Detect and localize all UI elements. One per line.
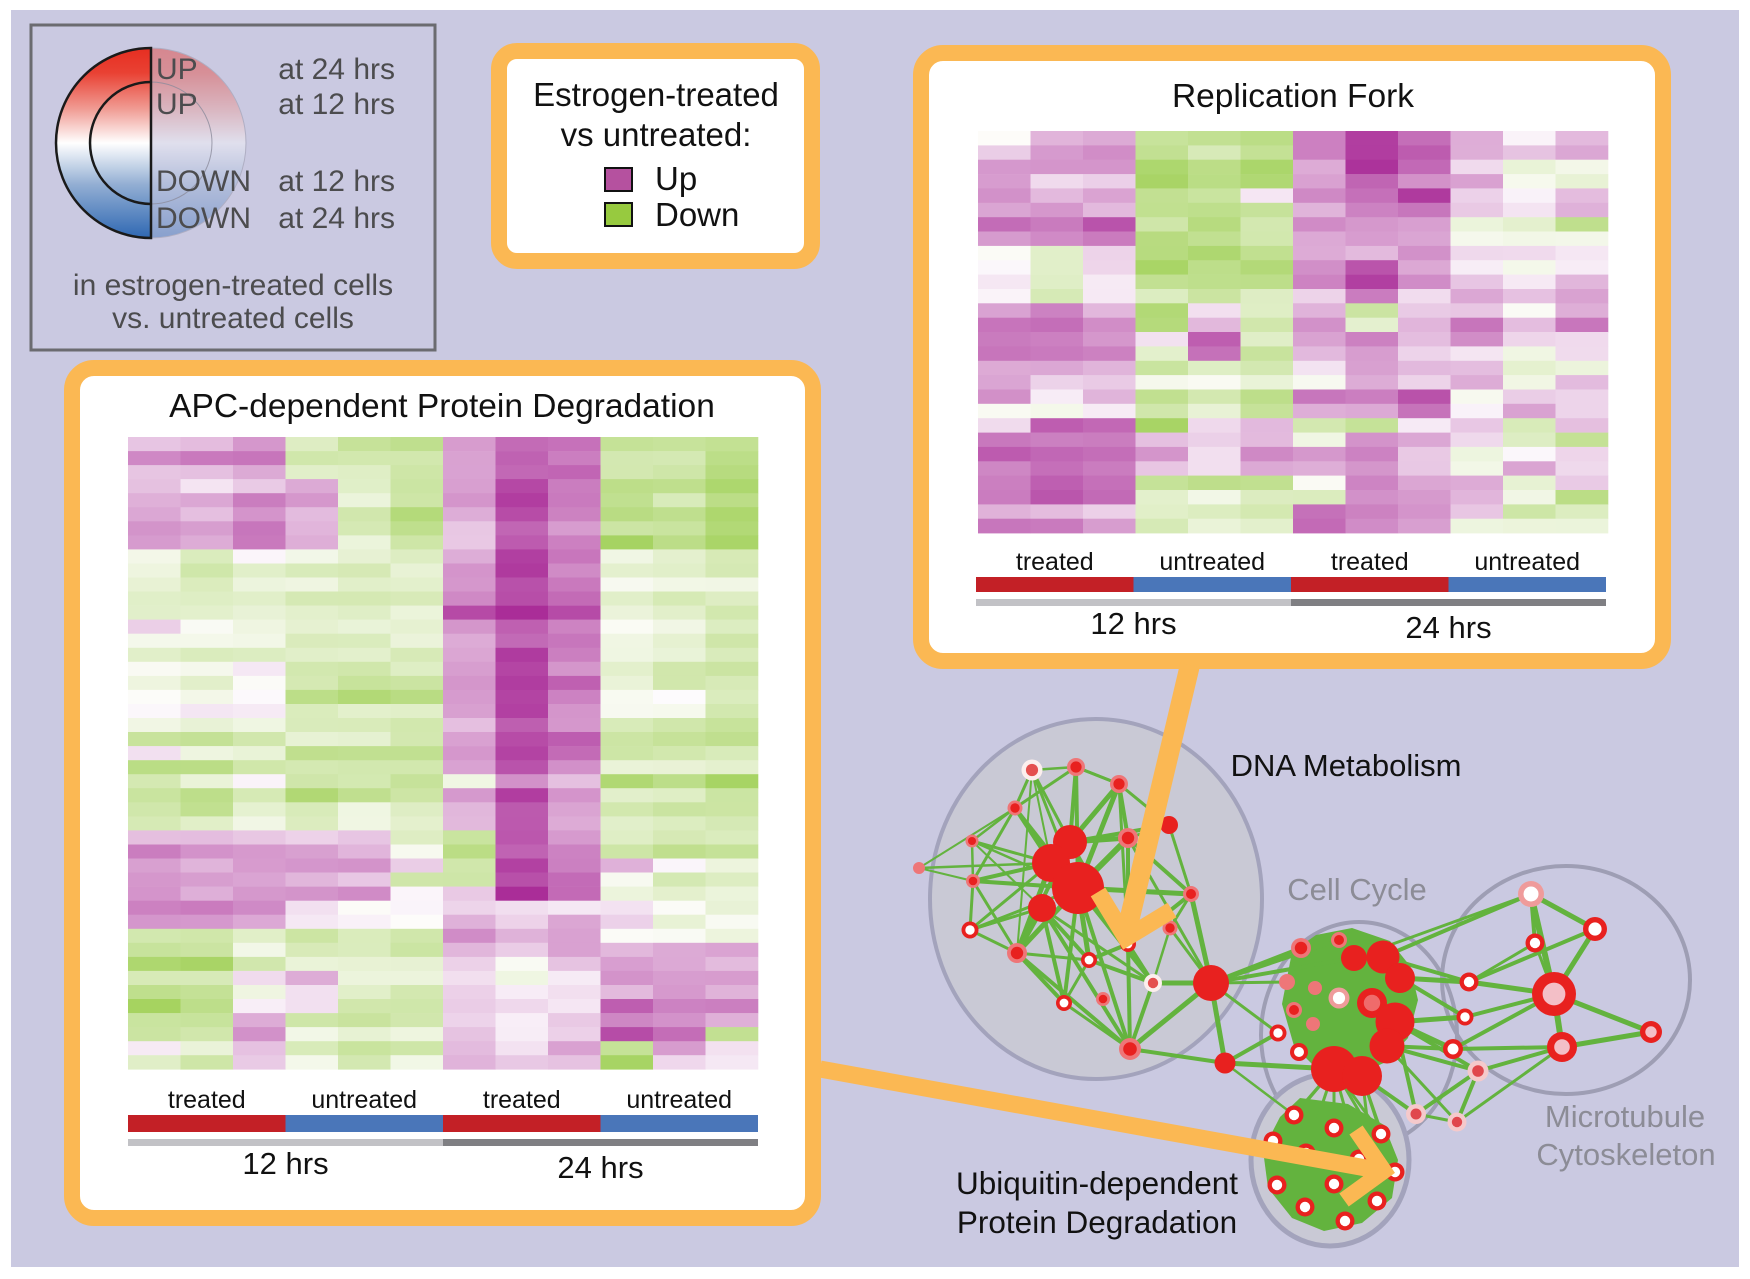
svg-text:Replication Fork: Replication Fork (1172, 78, 1414, 115)
svg-text:Microtubule: Microtubule (1545, 1099, 1705, 1134)
svg-text:treated: treated (1016, 548, 1094, 576)
svg-text:untreated: untreated (1474, 548, 1580, 576)
svg-text:treated: treated (483, 1086, 561, 1114)
svg-text:vs. untreated cells: vs. untreated cells (112, 302, 354, 335)
svg-text:Down: Down (655, 196, 739, 233)
svg-text:DNA Metabolism: DNA Metabolism (1231, 748, 1462, 783)
svg-text:24 hrs: 24 hrs (557, 1150, 643, 1185)
svg-text:at 12 hrs: at 12 hrs (278, 165, 395, 198)
svg-text:UP: UP (156, 88, 198, 121)
svg-text:at 24 hrs: at 24 hrs (278, 202, 395, 235)
svg-text:untreated: untreated (626, 1086, 732, 1114)
svg-text:12 hrs: 12 hrs (242, 1146, 328, 1181)
svg-text:at 24 hrs: at 24 hrs (278, 53, 395, 86)
svg-text:treated: treated (1331, 548, 1409, 576)
svg-text:Cytoskeleton: Cytoskeleton (1536, 1137, 1715, 1172)
svg-text:Protein Degradation: Protein Degradation (957, 1204, 1237, 1240)
svg-text:UP: UP (156, 53, 198, 86)
svg-text:24 hrs: 24 hrs (1405, 610, 1491, 645)
svg-text:Cell Cycle: Cell Cycle (1287, 872, 1427, 907)
svg-text:untreated: untreated (1159, 548, 1265, 576)
svg-text:Estrogen-treated: Estrogen-treated (533, 76, 779, 113)
svg-text:at 12 hrs: at 12 hrs (278, 88, 395, 121)
svg-text:treated: treated (168, 1086, 246, 1114)
svg-text:DOWN: DOWN (156, 165, 251, 198)
svg-text:Ubiquitin-dependent: Ubiquitin-dependent (956, 1165, 1238, 1201)
svg-text:in estrogen-treated cells: in estrogen-treated cells (73, 269, 393, 302)
svg-text:DOWN: DOWN (156, 202, 251, 235)
svg-text:APC-dependent Protein Degradat: APC-dependent Protein Degradation (169, 388, 715, 425)
svg-text:vs untreated:: vs untreated: (561, 116, 752, 153)
svg-text:untreated: untreated (311, 1086, 417, 1114)
svg-text:Up: Up (655, 160, 697, 197)
svg-text:12 hrs: 12 hrs (1090, 606, 1176, 641)
